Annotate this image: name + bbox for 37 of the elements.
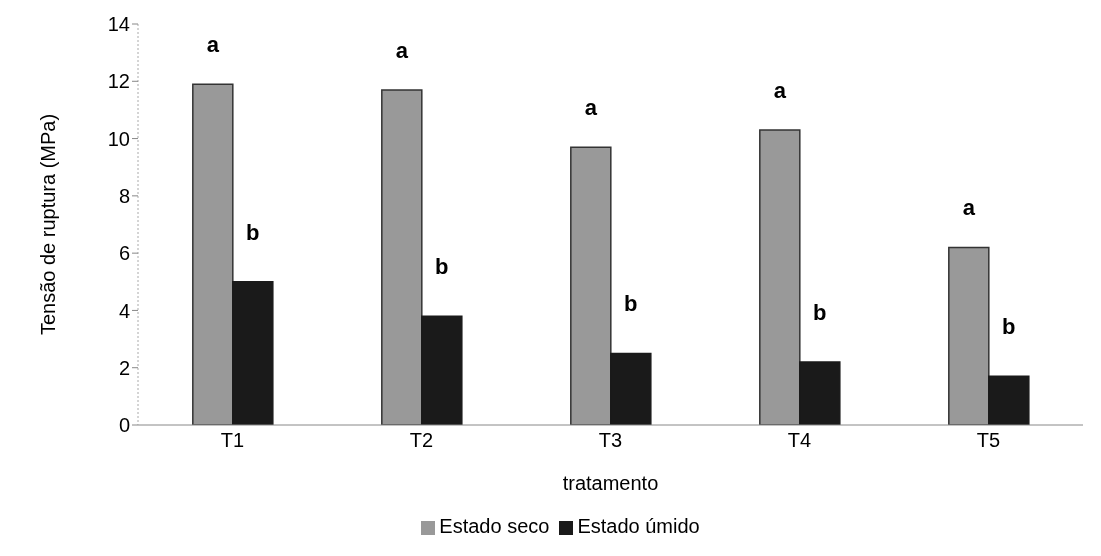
- bar: [381, 89, 423, 425]
- y-tick-label: 2: [118, 356, 130, 379]
- x-tick-label: T5: [976, 429, 1001, 452]
- y-tick-label: 8: [118, 184, 130, 207]
- x-tick-label: T3: [598, 429, 623, 452]
- bar: [570, 146, 612, 425]
- data-label: b: [1002, 314, 1016, 340]
- data-label: a: [584, 95, 598, 121]
- data-label: b: [624, 291, 638, 317]
- x-axis-title: tratamento: [562, 472, 659, 494]
- bar: [610, 352, 652, 425]
- bar: [988, 375, 1030, 425]
- y-tick-label: 0: [118, 414, 130, 437]
- x-tick-label: T2: [409, 429, 434, 452]
- y-tick-label: 14: [107, 13, 130, 36]
- data-label: b: [246, 219, 260, 245]
- bar: [192, 83, 234, 425]
- y-tick-label: 12: [107, 70, 130, 93]
- data-label: a: [395, 37, 409, 63]
- y-tick-label: 6: [118, 242, 130, 265]
- data-label: a: [773, 77, 787, 103]
- bar: [759, 129, 801, 425]
- data-label: b: [813, 299, 827, 325]
- y-axis-title: Tensão de ruptura (MPa): [37, 113, 60, 336]
- legend-label: Estado seco: [439, 515, 550, 537]
- x-tick-label: T1: [220, 429, 245, 452]
- data-label: a: [962, 195, 976, 221]
- bar: [799, 361, 841, 425]
- bar: [948, 246, 990, 425]
- legend-label: Estado úmido: [577, 515, 700, 537]
- data-label: b: [435, 254, 449, 280]
- bar: [232, 281, 274, 425]
- data-label: a: [206, 32, 220, 58]
- y-tick-label: 4: [118, 299, 130, 322]
- bar: [421, 315, 463, 425]
- y-tick-label: 10: [107, 127, 130, 150]
- x-tick-label: T4: [787, 429, 812, 452]
